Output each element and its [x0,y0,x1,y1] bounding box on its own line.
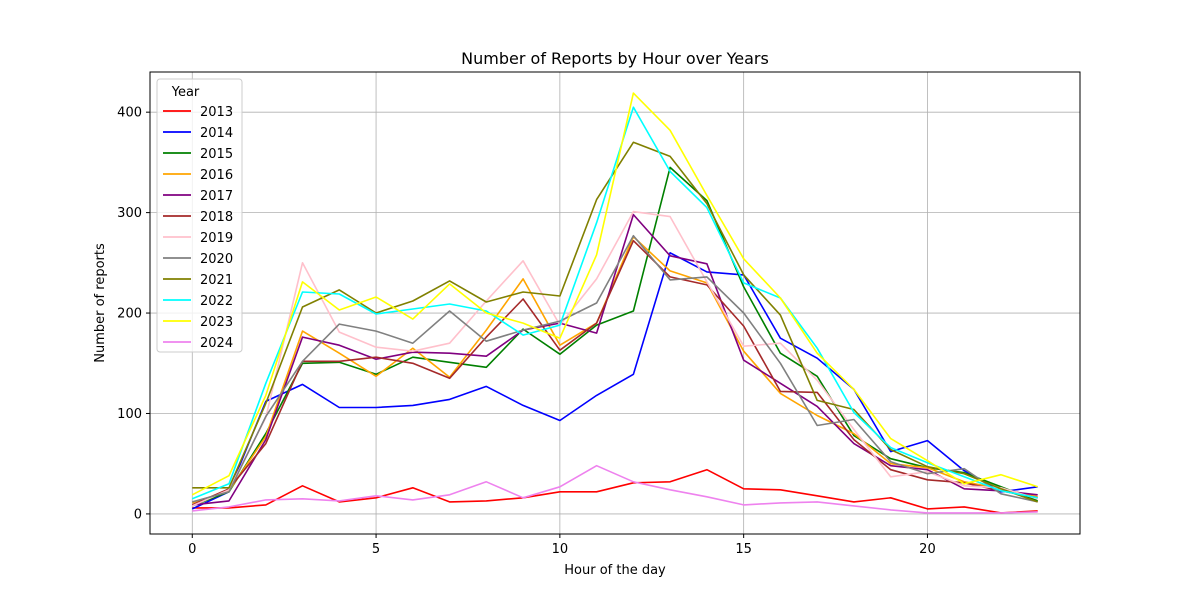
x-tick-label: 0 [188,542,196,557]
x-tick-label: 5 [372,542,380,557]
y-axis-label: Number of reports [93,243,108,363]
legend-label-2016: 2016 [200,168,233,183]
series-line-2022 [191,106,1038,500]
legend-label-2022: 2022 [200,294,233,309]
series-line-2020 [192,234,1038,503]
legend-label-2014: 2014 [200,126,233,141]
legend-label-2020: 2020 [200,252,233,267]
y-tick-label: 0 [134,507,142,522]
plot-frame [149,71,1081,535]
legend-title: Year [171,85,200,100]
legend-label-2013: 2013 [200,105,233,120]
series-line-2024 [192,464,1038,514]
x-tick-label: 20 [919,542,936,557]
x-tick-label: 10 [552,542,569,557]
x-axis-label: Hour of the day [564,563,666,578]
y-tick-label: 200 [117,307,142,322]
legend-label-2015: 2015 [200,147,233,162]
chart-title: Number of Reports by Hour over Years [461,49,769,68]
series-line-2017 [192,213,1038,506]
x-tick-label: 15 [735,542,752,557]
series-line-2018 [191,239,1038,506]
series-line-2015 [192,166,1038,507]
legend-label-2019: 2019 [200,231,233,246]
series-line-2019 [191,210,1038,507]
series-line-2013 [192,468,1038,514]
series-line-2023 [191,92,1038,496]
legend-label-2018: 2018 [200,210,233,225]
grid [150,72,1080,534]
series-lines [191,92,1038,514]
legend-label-2021: 2021 [200,273,233,288]
legend-label-2023: 2023 [200,315,233,330]
legend-label-2024: 2024 [200,336,233,351]
y-tick-label: 400 [117,106,142,121]
legend-box [156,78,243,353]
y-tick-label: 100 [117,407,142,422]
y-tick-label: 300 [117,206,142,221]
legend-label-2017: 2017 [200,189,233,204]
